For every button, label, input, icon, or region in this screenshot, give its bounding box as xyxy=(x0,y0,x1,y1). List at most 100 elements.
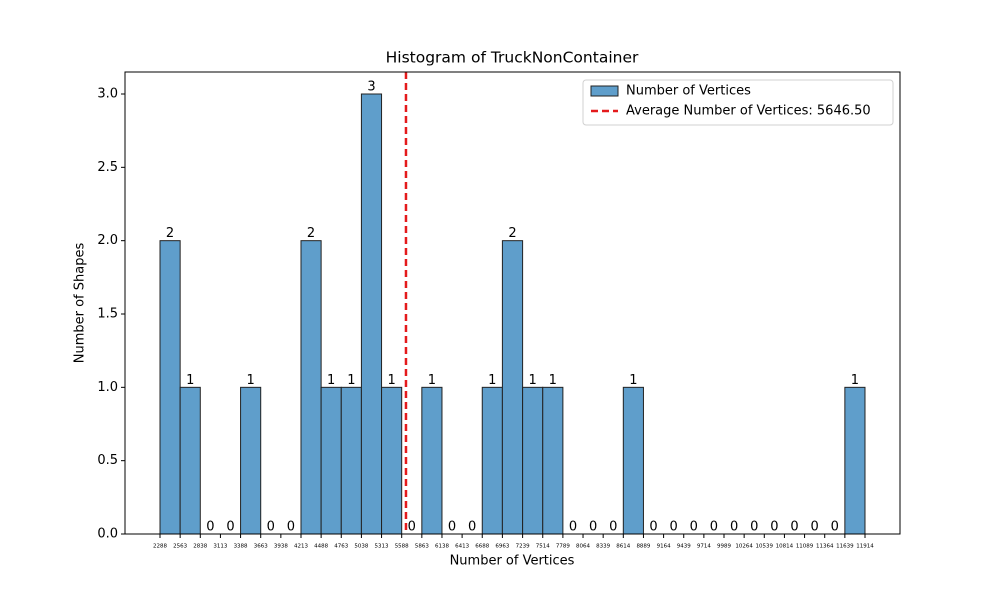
y-tick-label: 2.5 xyxy=(97,160,118,175)
x-tick-label: 10539 xyxy=(756,544,774,550)
x-tick-label: 9714 xyxy=(697,544,711,550)
x-tick-label: 3663 xyxy=(254,544,268,550)
bar xyxy=(340,386,362,535)
x-tick-label: 2838 xyxy=(193,544,207,550)
bar xyxy=(381,386,403,535)
value-label: 0 xyxy=(649,520,657,535)
bar xyxy=(300,240,322,535)
value-label: 2 xyxy=(307,226,315,241)
x-tick-label: 8889 xyxy=(636,544,650,550)
x-tick-label: 6963 xyxy=(495,544,509,550)
bar xyxy=(240,386,262,535)
value-label: 1 xyxy=(629,373,637,388)
legend-swatch xyxy=(590,85,619,97)
value-label: 0 xyxy=(569,520,577,535)
x-tick-label: 11914 xyxy=(856,544,874,550)
bar xyxy=(622,386,644,535)
x-tick-label: 7514 xyxy=(536,544,550,550)
x-tick-label: 5313 xyxy=(375,544,389,550)
value-label: 2 xyxy=(166,226,174,241)
value-label: 0 xyxy=(206,520,214,535)
x-tick-label: 3938 xyxy=(274,544,288,550)
value-label: 1 xyxy=(428,373,436,388)
value-label: 0 xyxy=(287,520,295,535)
x-tick-label: 3113 xyxy=(213,544,227,550)
y-tick-label: 3.0 xyxy=(97,87,118,102)
value-label: 0 xyxy=(750,520,758,535)
bar xyxy=(360,93,383,535)
y-tick-label: 1.0 xyxy=(97,380,118,395)
x-tick-label: 11089 xyxy=(796,544,814,550)
x-tick-label: 8064 xyxy=(576,544,590,550)
x-tick-label: 2288 xyxy=(153,544,167,550)
value-label: 0 xyxy=(831,520,839,535)
value-label: 2 xyxy=(508,226,516,241)
y-tick-label: 2.0 xyxy=(97,233,118,248)
y-tick-label: 1.5 xyxy=(97,307,118,322)
legend-label: Average Number of Vertices: 5646.50 xyxy=(626,104,871,119)
value-label: 1 xyxy=(529,373,537,388)
value-label: 0 xyxy=(770,520,778,535)
x-tick-label: 7239 xyxy=(516,544,530,550)
value-label: 1 xyxy=(327,373,335,388)
value-label: 1 xyxy=(549,373,557,388)
x-tick-label: 11364 xyxy=(816,544,834,550)
value-label: 1 xyxy=(186,373,194,388)
x-tick-label: 3388 xyxy=(234,544,248,550)
legend-box xyxy=(582,79,894,126)
bar xyxy=(522,386,544,535)
value-label: 0 xyxy=(710,520,718,535)
value-label: 0 xyxy=(730,520,738,535)
value-label: 0 xyxy=(811,520,819,535)
value-label: 3 xyxy=(367,80,375,95)
x-tick-label: 6138 xyxy=(435,544,449,550)
x-tick-label: 4763 xyxy=(334,544,348,550)
x-tick-label: 8339 xyxy=(596,544,610,550)
bar xyxy=(159,240,181,535)
x-tick-label: 2563 xyxy=(173,544,187,550)
value-label: 1 xyxy=(347,373,355,388)
y-tick-label: 0.0 xyxy=(97,527,118,542)
bar xyxy=(542,386,564,535)
x-axis-label: Number of Vertices xyxy=(450,554,575,569)
value-label: 0 xyxy=(448,520,456,535)
x-tick-label: 9439 xyxy=(677,544,691,550)
value-label: 0 xyxy=(670,520,678,535)
chart-title: Histogram of TruckNonContainer xyxy=(386,49,639,67)
value-label: 0 xyxy=(609,520,617,535)
bar xyxy=(320,386,342,535)
bar xyxy=(481,386,503,535)
x-tick-label: 9164 xyxy=(657,544,671,550)
value-label: 0 xyxy=(468,520,476,535)
x-tick-label: 7789 xyxy=(556,544,570,550)
value-label: 0 xyxy=(790,520,798,535)
bar xyxy=(179,386,201,535)
x-tick-label: 11639 xyxy=(836,544,854,550)
x-tick-label: 10814 xyxy=(776,544,794,550)
bar xyxy=(421,386,443,535)
y-axis-label: Number of Shapes xyxy=(73,243,88,364)
x-tick-label: 5038 xyxy=(354,544,368,550)
value-label: 1 xyxy=(851,373,859,388)
x-tick-label: 5863 xyxy=(415,544,429,550)
value-label: 0 xyxy=(226,520,234,535)
x-tick-label: 4213 xyxy=(294,544,308,550)
value-label: 0 xyxy=(589,520,597,535)
y-tick-label: 0.5 xyxy=(97,453,118,468)
x-tick-label: 9989 xyxy=(717,544,731,550)
x-tick-label: 4488 xyxy=(314,544,328,550)
value-label: 1 xyxy=(387,373,395,388)
value-label: 0 xyxy=(267,520,275,535)
plot-frame xyxy=(124,71,901,535)
x-tick-label: 10264 xyxy=(735,544,753,550)
x-tick-label: 5588 xyxy=(395,544,409,550)
x-tick-label: 6413 xyxy=(455,544,469,550)
value-label: 0 xyxy=(408,520,416,535)
x-tick-label: 8614 xyxy=(616,544,630,550)
x-tick-label: 6688 xyxy=(475,544,489,550)
bar xyxy=(844,386,866,535)
value-label: 1 xyxy=(488,373,496,388)
value-label: 1 xyxy=(246,373,254,388)
bar xyxy=(501,240,524,535)
